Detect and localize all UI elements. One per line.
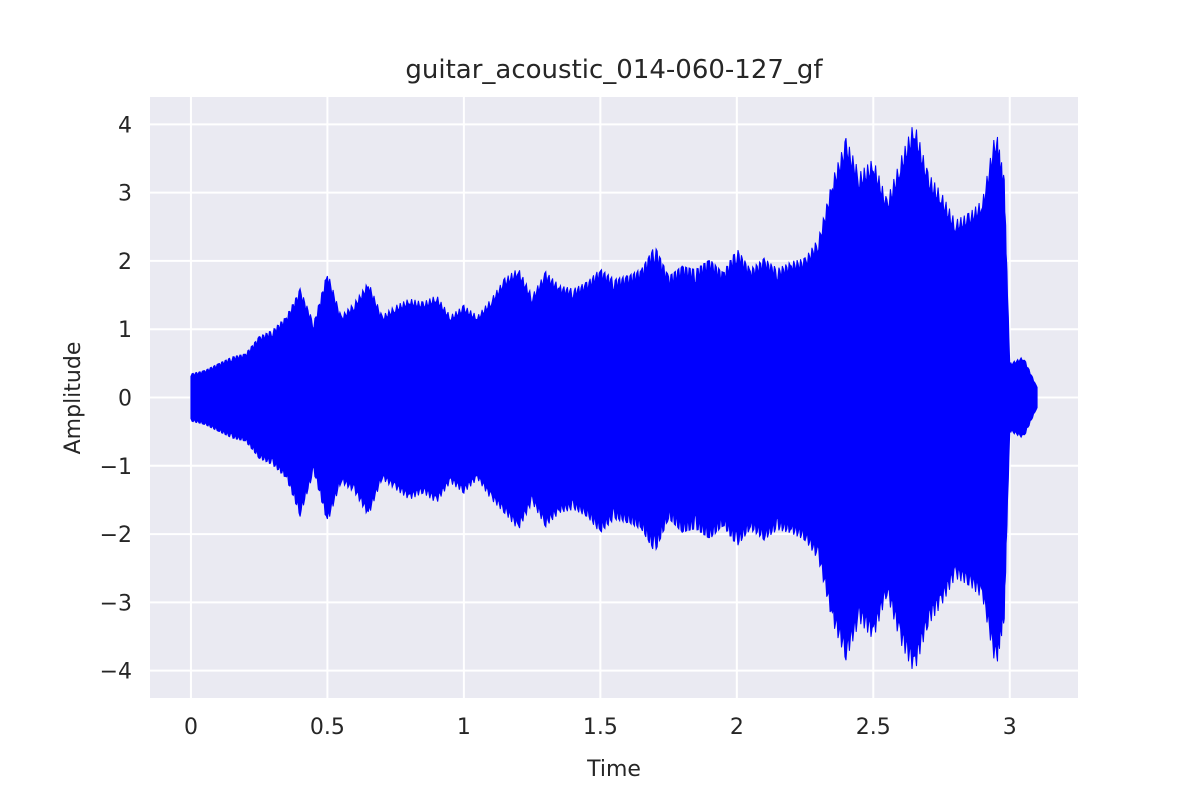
y-tick-label: −2	[100, 523, 132, 548]
x-axis-ticks: 0 0.5 1 1.5 2 2.5 3	[184, 715, 1017, 740]
x-tick-label: 2.5	[856, 715, 891, 740]
y-tick-label: −3	[100, 591, 132, 616]
y-axis-ticks: 4 3 2 1 0 −1 −2 −3 −4	[100, 113, 132, 684]
y-tick-label: 1	[118, 318, 132, 343]
y-tick-label: 2	[118, 250, 132, 275]
y-axis-label: Amplitude	[61, 342, 86, 455]
x-tick-label: 0.5	[310, 715, 345, 740]
y-tick-label: 3	[118, 182, 132, 207]
x-tick-label: 1	[457, 715, 471, 740]
x-tick-label: 3	[1003, 715, 1017, 740]
x-tick-label: 0	[184, 715, 198, 740]
y-tick-label: 0	[118, 387, 132, 412]
x-tick-label: 1.5	[583, 715, 618, 740]
chart-title: guitar_acoustic_014-060-127_gf	[405, 55, 823, 85]
y-tick-label: −1	[100, 455, 132, 480]
y-tick-label: −4	[100, 660, 132, 685]
x-axis-label: Time	[586, 757, 641, 782]
waveform-envelope	[190, 127, 1038, 669]
x-tick-label: 2	[730, 715, 744, 740]
y-tick-label: 4	[118, 113, 132, 138]
